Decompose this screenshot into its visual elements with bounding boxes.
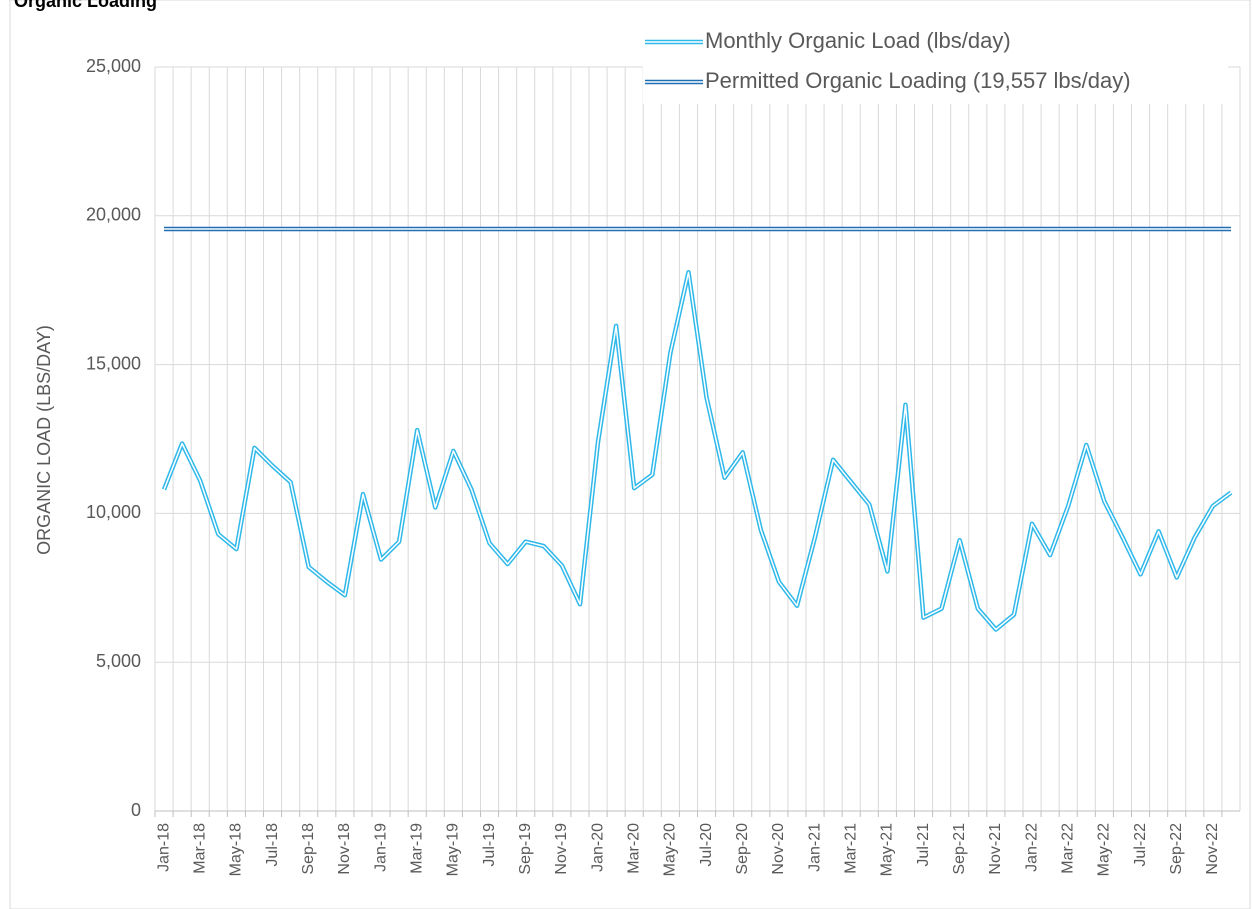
x-tick-label: Mar-22: [1059, 823, 1076, 874]
x-tick-label: Jul-18: [264, 823, 281, 867]
x-tick-label: Jan-19: [372, 823, 389, 872]
y-tick-label: 5,000: [96, 651, 141, 671]
y-tick-label: 10,000: [86, 502, 141, 522]
x-tick-label: Jul-21: [915, 823, 932, 867]
x-tick-label: Mar-20: [625, 823, 642, 874]
chart-title: Organic Loading: [14, 0, 157, 11]
x-tick-label: Jul-22: [1132, 823, 1149, 867]
x-tick-label: Jul-19: [481, 823, 498, 867]
x-tick-label: Nov-22: [1204, 823, 1221, 875]
x-tick-label: Sep-21: [951, 823, 968, 875]
x-tick-label: Sep-18: [300, 823, 317, 875]
x-tick-label: Nov-20: [770, 823, 787, 875]
legend-label: Monthly Organic Load (lbs/day): [705, 28, 1011, 53]
x-tick-label: Jan-18: [155, 823, 172, 872]
x-tick-label: Sep-19: [517, 823, 534, 875]
x-tick-label: May-19: [445, 823, 462, 876]
x-tick-label: May-21: [879, 823, 896, 876]
x-tick-label: Nov-18: [336, 823, 353, 875]
legend-box: [643, 22, 1228, 104]
series-line-inner: [163, 271, 1232, 631]
x-tick-label: Jul-20: [698, 823, 715, 867]
legend-label: Permitted Organic Loading (19,557 lbs/da…: [705, 68, 1131, 93]
x-tick-label: Jan-21: [806, 823, 823, 872]
y-tick-label: 20,000: [86, 205, 141, 225]
x-tick-label: Mar-21: [842, 823, 859, 874]
x-tick-label: Sep-22: [1168, 823, 1185, 875]
x-tick-label: Nov-21: [987, 823, 1004, 875]
x-tick-label: May-20: [662, 823, 679, 876]
y-tick-label: 0: [131, 800, 141, 820]
x-tick-label: Jan-20: [589, 823, 606, 872]
y-tick-label: 15,000: [86, 353, 141, 373]
x-tick-label: Sep-20: [734, 823, 751, 875]
x-tick-label: Nov-19: [553, 823, 570, 875]
x-tick-label: May-22: [1096, 823, 1113, 876]
x-tick-label: Jan-22: [1023, 823, 1040, 872]
y-tick-label: 25,000: [86, 56, 141, 76]
x-tick-label: Mar-19: [408, 823, 425, 874]
x-tick-label: May-18: [228, 823, 245, 876]
x-tick-label: Mar-18: [191, 823, 208, 874]
y-axis-label: ORGANIC LOAD (LBS/DAY): [34, 325, 54, 555]
